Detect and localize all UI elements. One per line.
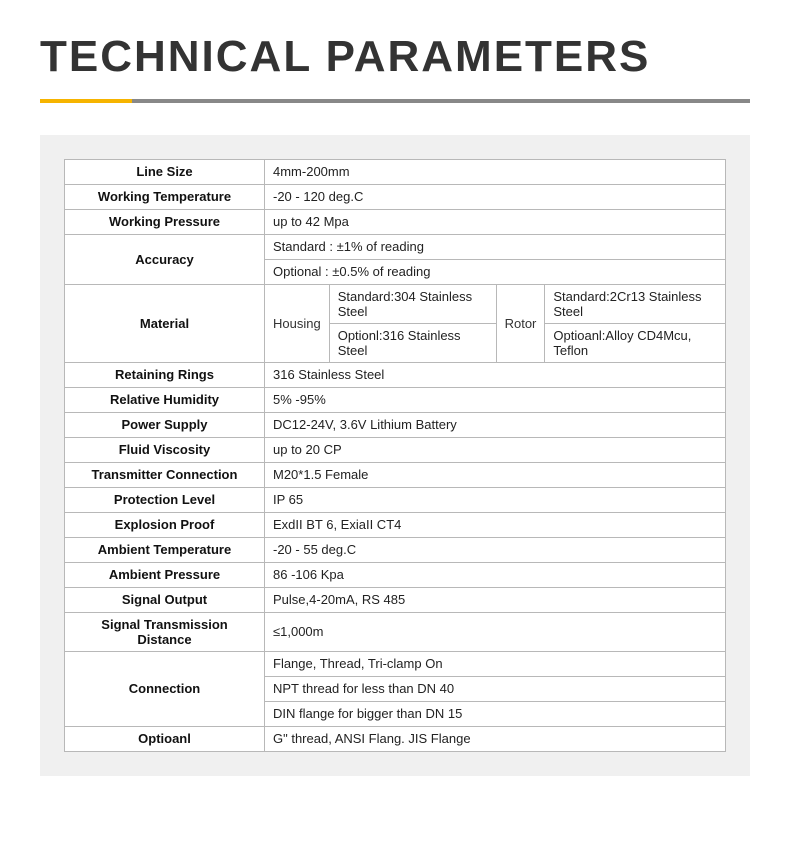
param-label: Explosion Proof [65, 512, 265, 537]
page-title: TECHNICAL PARAMETERS [0, 0, 790, 91]
param-label: Signal Transmission Distance [65, 612, 265, 651]
table-row: Signal Output Pulse,4-20mA, RS 485 [65, 587, 726, 612]
param-label: Line Size [65, 159, 265, 184]
param-value: up to 42 Mpa [265, 209, 726, 234]
parameters-table: Line Size 4mm-200mm Working Temperature … [64, 159, 726, 752]
param-label: Ambient Temperature [65, 537, 265, 562]
param-value: ExdII BT 6, ExiaII CT4 [265, 512, 726, 537]
param-value: IP 65 [265, 487, 726, 512]
table-row: Line Size 4mm-200mm [65, 159, 726, 184]
param-label: Working Pressure [65, 209, 265, 234]
param-label: Connection [65, 651, 265, 726]
param-label: Relative Humidity [65, 387, 265, 412]
param-value: Pulse,4-20mA, RS 485 [265, 587, 726, 612]
param-label: Ambient Pressure [65, 562, 265, 587]
param-value: up to 20 CP [265, 437, 726, 462]
table-row: Transmitter Connection M20*1.5 Female [65, 462, 726, 487]
param-label: Optioanl [65, 726, 265, 751]
param-value: 5% -95% [265, 387, 726, 412]
param-label: Material [65, 284, 265, 362]
title-divider [40, 99, 750, 103]
param-value: Standard:304 Stainless Steel [329, 284, 496, 323]
param-value: NPT thread for less than DN 40 [265, 676, 726, 701]
material-housing-label: Housing [265, 284, 330, 362]
param-value: DIN flange for bigger than DN 15 [265, 701, 726, 726]
param-label: Protection Level [65, 487, 265, 512]
table-row: Signal Transmission Distance ≤1,000m [65, 612, 726, 651]
param-label: Signal Output [65, 587, 265, 612]
table-row: Accuracy Standard : ±1% of reading [65, 234, 726, 259]
table-row: Protection Level IP 65 [65, 487, 726, 512]
param-value: 316 Stainless Steel [265, 362, 726, 387]
table-row: Explosion Proof ExdII BT 6, ExiaII CT4 [65, 512, 726, 537]
param-value: 4mm-200mm [265, 159, 726, 184]
param-value: Optional : ±0.5% of reading [265, 259, 726, 284]
param-value: -20 - 120 deg.C [265, 184, 726, 209]
title-divider-accent [40, 99, 132, 103]
param-label: Working Temperature [65, 184, 265, 209]
table-row: Optioanl G" thread, ANSI Flang. JIS Flan… [65, 726, 726, 751]
material-rotor-label: Rotor [496, 284, 545, 362]
param-value: M20*1.5 Female [265, 462, 726, 487]
param-value: Standard : ±1% of reading [265, 234, 726, 259]
table-row: Retaining Rings 316 Stainless Steel [65, 362, 726, 387]
param-label: Transmitter Connection [65, 462, 265, 487]
table-row: Connection Flange, Thread, Tri-clamp On [65, 651, 726, 676]
table-row: Power Supply DC12-24V, 3.6V Lithium Batt… [65, 412, 726, 437]
param-value: 86 -106 Kpa [265, 562, 726, 587]
table-row: Material Housing Standard:304 Stainless … [65, 284, 726, 323]
param-label: Power Supply [65, 412, 265, 437]
parameters-panel: Line Size 4mm-200mm Working Temperature … [40, 135, 750, 776]
param-value: Optioanl:Alloy CD4Mcu, Teflon [545, 323, 726, 362]
table-row: Ambient Temperature -20 - 55 deg.C [65, 537, 726, 562]
param-value: ≤1,000m [265, 612, 726, 651]
param-label: Fluid Viscosity [65, 437, 265, 462]
param-value: Flange, Thread, Tri-clamp On [265, 651, 726, 676]
table-row: Working Temperature -20 - 120 deg.C [65, 184, 726, 209]
table-row: Working Pressure up to 42 Mpa [65, 209, 726, 234]
table-row: Relative Humidity 5% -95% [65, 387, 726, 412]
param-value: Optionl:316 Stainless Steel [329, 323, 496, 362]
param-label: Accuracy [65, 234, 265, 284]
param-value: -20 - 55 deg.C [265, 537, 726, 562]
param-value: DC12-24V, 3.6V Lithium Battery [265, 412, 726, 437]
table-row: Ambient Pressure 86 -106 Kpa [65, 562, 726, 587]
param-label: Retaining Rings [65, 362, 265, 387]
param-value: Standard:2Cr13 Stainless Steel [545, 284, 726, 323]
table-row: Fluid Viscosity up to 20 CP [65, 437, 726, 462]
param-value: G" thread, ANSI Flang. JIS Flange [265, 726, 726, 751]
